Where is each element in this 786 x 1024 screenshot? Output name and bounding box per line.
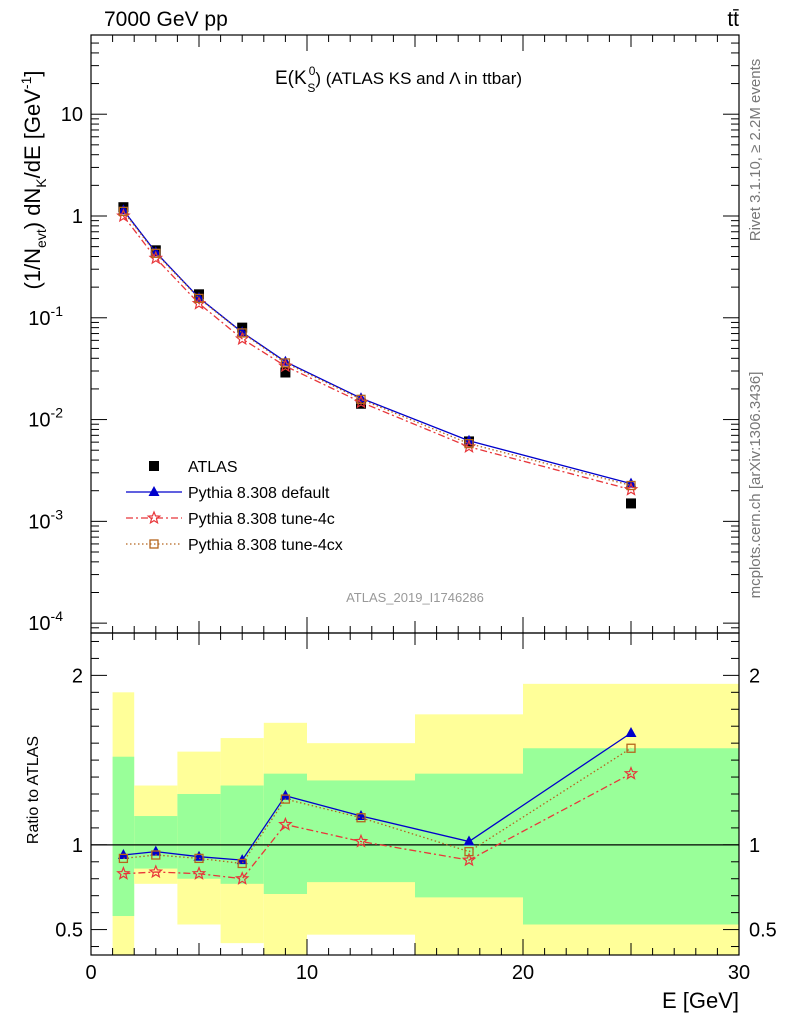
main-series-2 [116, 208, 639, 496]
uncertainty-band-green [220, 785, 264, 884]
ratio-series-1-point [623, 766, 639, 780]
ratio-y-tick-label: 1 [72, 835, 83, 857]
ratio-y-tick-label: 2 [72, 665, 83, 687]
main-series-3-point [118, 206, 129, 217]
ratio-series-1-point [148, 864, 164, 879]
ratio-panel: 0.5 0.51 12 20 10 20 30E [GeV]Ratio to ATLAS [25, 632, 777, 1013]
legend-label: Pythia 8.308 default [188, 485, 330, 502]
ratio-series-2-point [237, 858, 247, 869]
legend-marker [148, 486, 160, 496]
ratio-series-2-point [356, 813, 366, 823]
main-series-3-point [151, 248, 161, 258]
ratio-y-tick-label: 0.5 [55, 920, 83, 942]
y-tick-label: 10-1 [28, 303, 63, 330]
main-series-0-point [626, 498, 636, 509]
ratio-series-1-point [461, 852, 477, 867]
main-series-1-line [122, 209, 632, 485]
y-tick-label: 1 [72, 206, 83, 228]
ratio-series-1-point [353, 833, 369, 848]
x-tick-label: 30 [728, 962, 750, 984]
ratio-series-2-point [626, 743, 636, 753]
y-tick-label: 10-2 [28, 405, 63, 432]
ratio-y-tick-label-right: 0.5 [749, 920, 777, 942]
rivet-label: Rivet 3.1.10, ≥ 2.2M events [747, 59, 764, 242]
ratio-series-0-line [123, 732, 632, 861]
analysis-id: ATLAS_2019_I1746286 [346, 590, 484, 605]
uncertainty-band-green [307, 780, 415, 883]
uncertainty-band-green [134, 816, 178, 869]
ratio-series-2-line [123, 747, 632, 865]
ratio-series-2-point [280, 794, 291, 804]
x-tick-label: 0 [85, 962, 96, 984]
process-label: tt̄ [727, 8, 739, 31]
ratio-series-1-point [278, 816, 293, 831]
ratio-series-1-point [234, 871, 250, 885]
main-series-3-line [122, 211, 632, 487]
ratio-series-1-line [123, 773, 632, 880]
x-axis-title: E [GeV] [662, 988, 739, 1013]
y-tick-label: 10-3 [28, 506, 63, 533]
main-series-3-point [237, 328, 247, 338]
ratio-y-tick-label-right: 2 [749, 665, 760, 687]
energy-label: 7000 GeV pp [104, 8, 228, 31]
y-axis-title: (1/Nevt) dNK/dE [GeV-1] [18, 70, 49, 289]
ratio-series-2-point [194, 853, 204, 864]
legend-label: Pythia 8.308 tune-4c [188, 511, 335, 528]
main-series-3-point [280, 358, 291, 368]
legend-marker [149, 461, 159, 471]
ratio-y-tick-label-right: 1 [749, 835, 760, 857]
ratio-y-axis-title: Ratio to ATLAS [25, 736, 42, 844]
main-series-3-point [194, 293, 204, 304]
main-series-0-point [280, 367, 291, 378]
main-panel: 10 1 10-1 10-2 10-3 10-4 (1/Nevt) dNK/dE [GeV-… [18, 34, 740, 635]
x-tick-label: 20 [512, 962, 534, 984]
legend-label: ATLAS [188, 459, 238, 476]
y-tick-label: 10-4 [28, 608, 63, 635]
chart-title: E(K 0 S) (ATLAS KS and Λ in ttbar) [275, 64, 522, 95]
legend-marker [146, 510, 162, 525]
ratio-series-1-point [116, 866, 131, 880]
ratio-series-0-point [463, 835, 475, 846]
legend: ATLAS Pythia 8.308 default Pythia 8.308 tu… [126, 459, 343, 554]
y-tick-label: 10 [61, 104, 83, 126]
x-tick-label: 10 [296, 962, 318, 984]
main-series-3-point [626, 480, 636, 491]
uncertainty-band-green [523, 748, 739, 925]
main-series-2-line [122, 215, 632, 491]
main-series-1 [117, 204, 637, 488]
legend-marker [149, 539, 159, 549]
ratio-series-2-point [464, 846, 474, 857]
ratio-series-2-point [118, 853, 129, 864]
uncertainty-band-green [112, 756, 135, 917]
ratio-series-1 [116, 766, 639, 885]
ratio-series-1-point [191, 866, 207, 880]
ratio-series-0-point [625, 726, 637, 737]
mcplots-label: mcplots.cern.ch [arXiv:1306.3436] [747, 372, 764, 599]
main-series-3 [118, 206, 636, 491]
ratio-series-2 [118, 743, 636, 869]
legend-label: Pythia 8.308 tune-4cx [188, 537, 343, 554]
main-series-3-point [356, 394, 366, 404]
ratio-series-2-point [151, 850, 161, 860]
main-series-3-point [464, 438, 474, 449]
uncertainty-band-green [177, 794, 221, 879]
